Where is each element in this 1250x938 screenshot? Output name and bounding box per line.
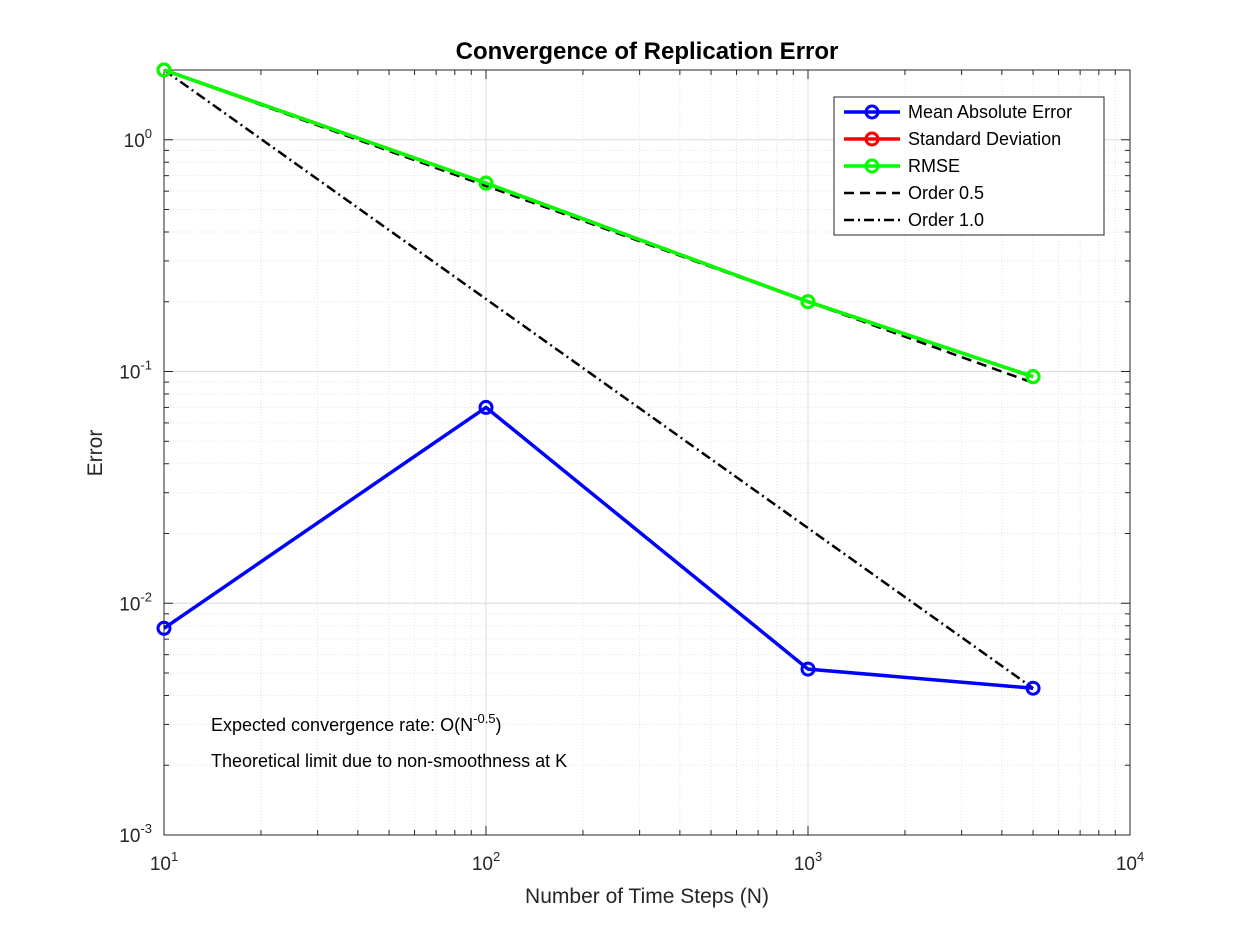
data-point <box>156 62 172 78</box>
legend-entry: Mean Absolute Error <box>844 102 1072 122</box>
data-point <box>1025 680 1041 696</box>
plot-area <box>163 69 1131 836</box>
data-point <box>800 661 816 677</box>
x-tick-label: 104 <box>1116 849 1144 875</box>
x-tick-label: 103 <box>794 849 822 875</box>
data-point <box>478 175 494 191</box>
series-line <box>163 405 1034 690</box>
series-line <box>163 68 1034 690</box>
legend-label: Order 0.5 <box>908 183 984 203</box>
series-mean-absolute-error <box>156 399 1041 696</box>
chart-title: Convergence of Replication Error <box>456 38 839 65</box>
x-tick-label: 102 <box>472 849 500 875</box>
legend-entry: Standard Deviation <box>844 129 1061 149</box>
tick-labels: 101 102 103 104 10-3 10-2 10-1 100 <box>119 126 1144 875</box>
legend-entry: Order 0.5 <box>844 183 984 203</box>
series-rmse <box>156 62 1041 385</box>
axis-ticks <box>163 69 1130 836</box>
series-order-1-0 <box>163 68 1034 690</box>
data-point <box>800 294 816 310</box>
y-axis-label: Error <box>84 430 107 477</box>
legend-label: Mean Absolute Error <box>908 102 1072 122</box>
legend-marker <box>864 104 880 120</box>
series-layer <box>156 62 1041 696</box>
annotations: Expected convergence rate: O(N-0.5) Theor… <box>211 711 567 771</box>
data-point <box>1025 369 1041 385</box>
legend: Mean Absolute Error Standard Deviation RMS… <box>833 96 1105 236</box>
y-tick-label: 10-2 <box>119 589 152 615</box>
y-tick-label: 10-3 <box>119 821 152 847</box>
data-point <box>156 620 172 636</box>
x-tick-label: 101 <box>150 849 178 875</box>
legend-entry: RMSE <box>844 156 960 176</box>
data-point <box>478 399 494 415</box>
legend-entry: Order 1.0 <box>844 210 984 230</box>
y-tick-label: 10-1 <box>119 358 152 384</box>
y-tick-label: 100 <box>124 126 152 152</box>
annotation-text: Theoretical limit due to non-smoothness … <box>211 751 567 771</box>
series-line <box>163 68 1034 379</box>
legend-marker <box>864 158 880 174</box>
x-axis-label: Number of Time Steps (N) <box>525 885 769 908</box>
legend-marker <box>864 131 880 147</box>
legend-label: Order 1.0 <box>908 210 984 230</box>
legend-label: Standard Deviation <box>908 129 1061 149</box>
annotation-text: Expected convergence rate: O(N-0.5) <box>211 711 502 735</box>
legend-label: RMSE <box>908 156 960 176</box>
